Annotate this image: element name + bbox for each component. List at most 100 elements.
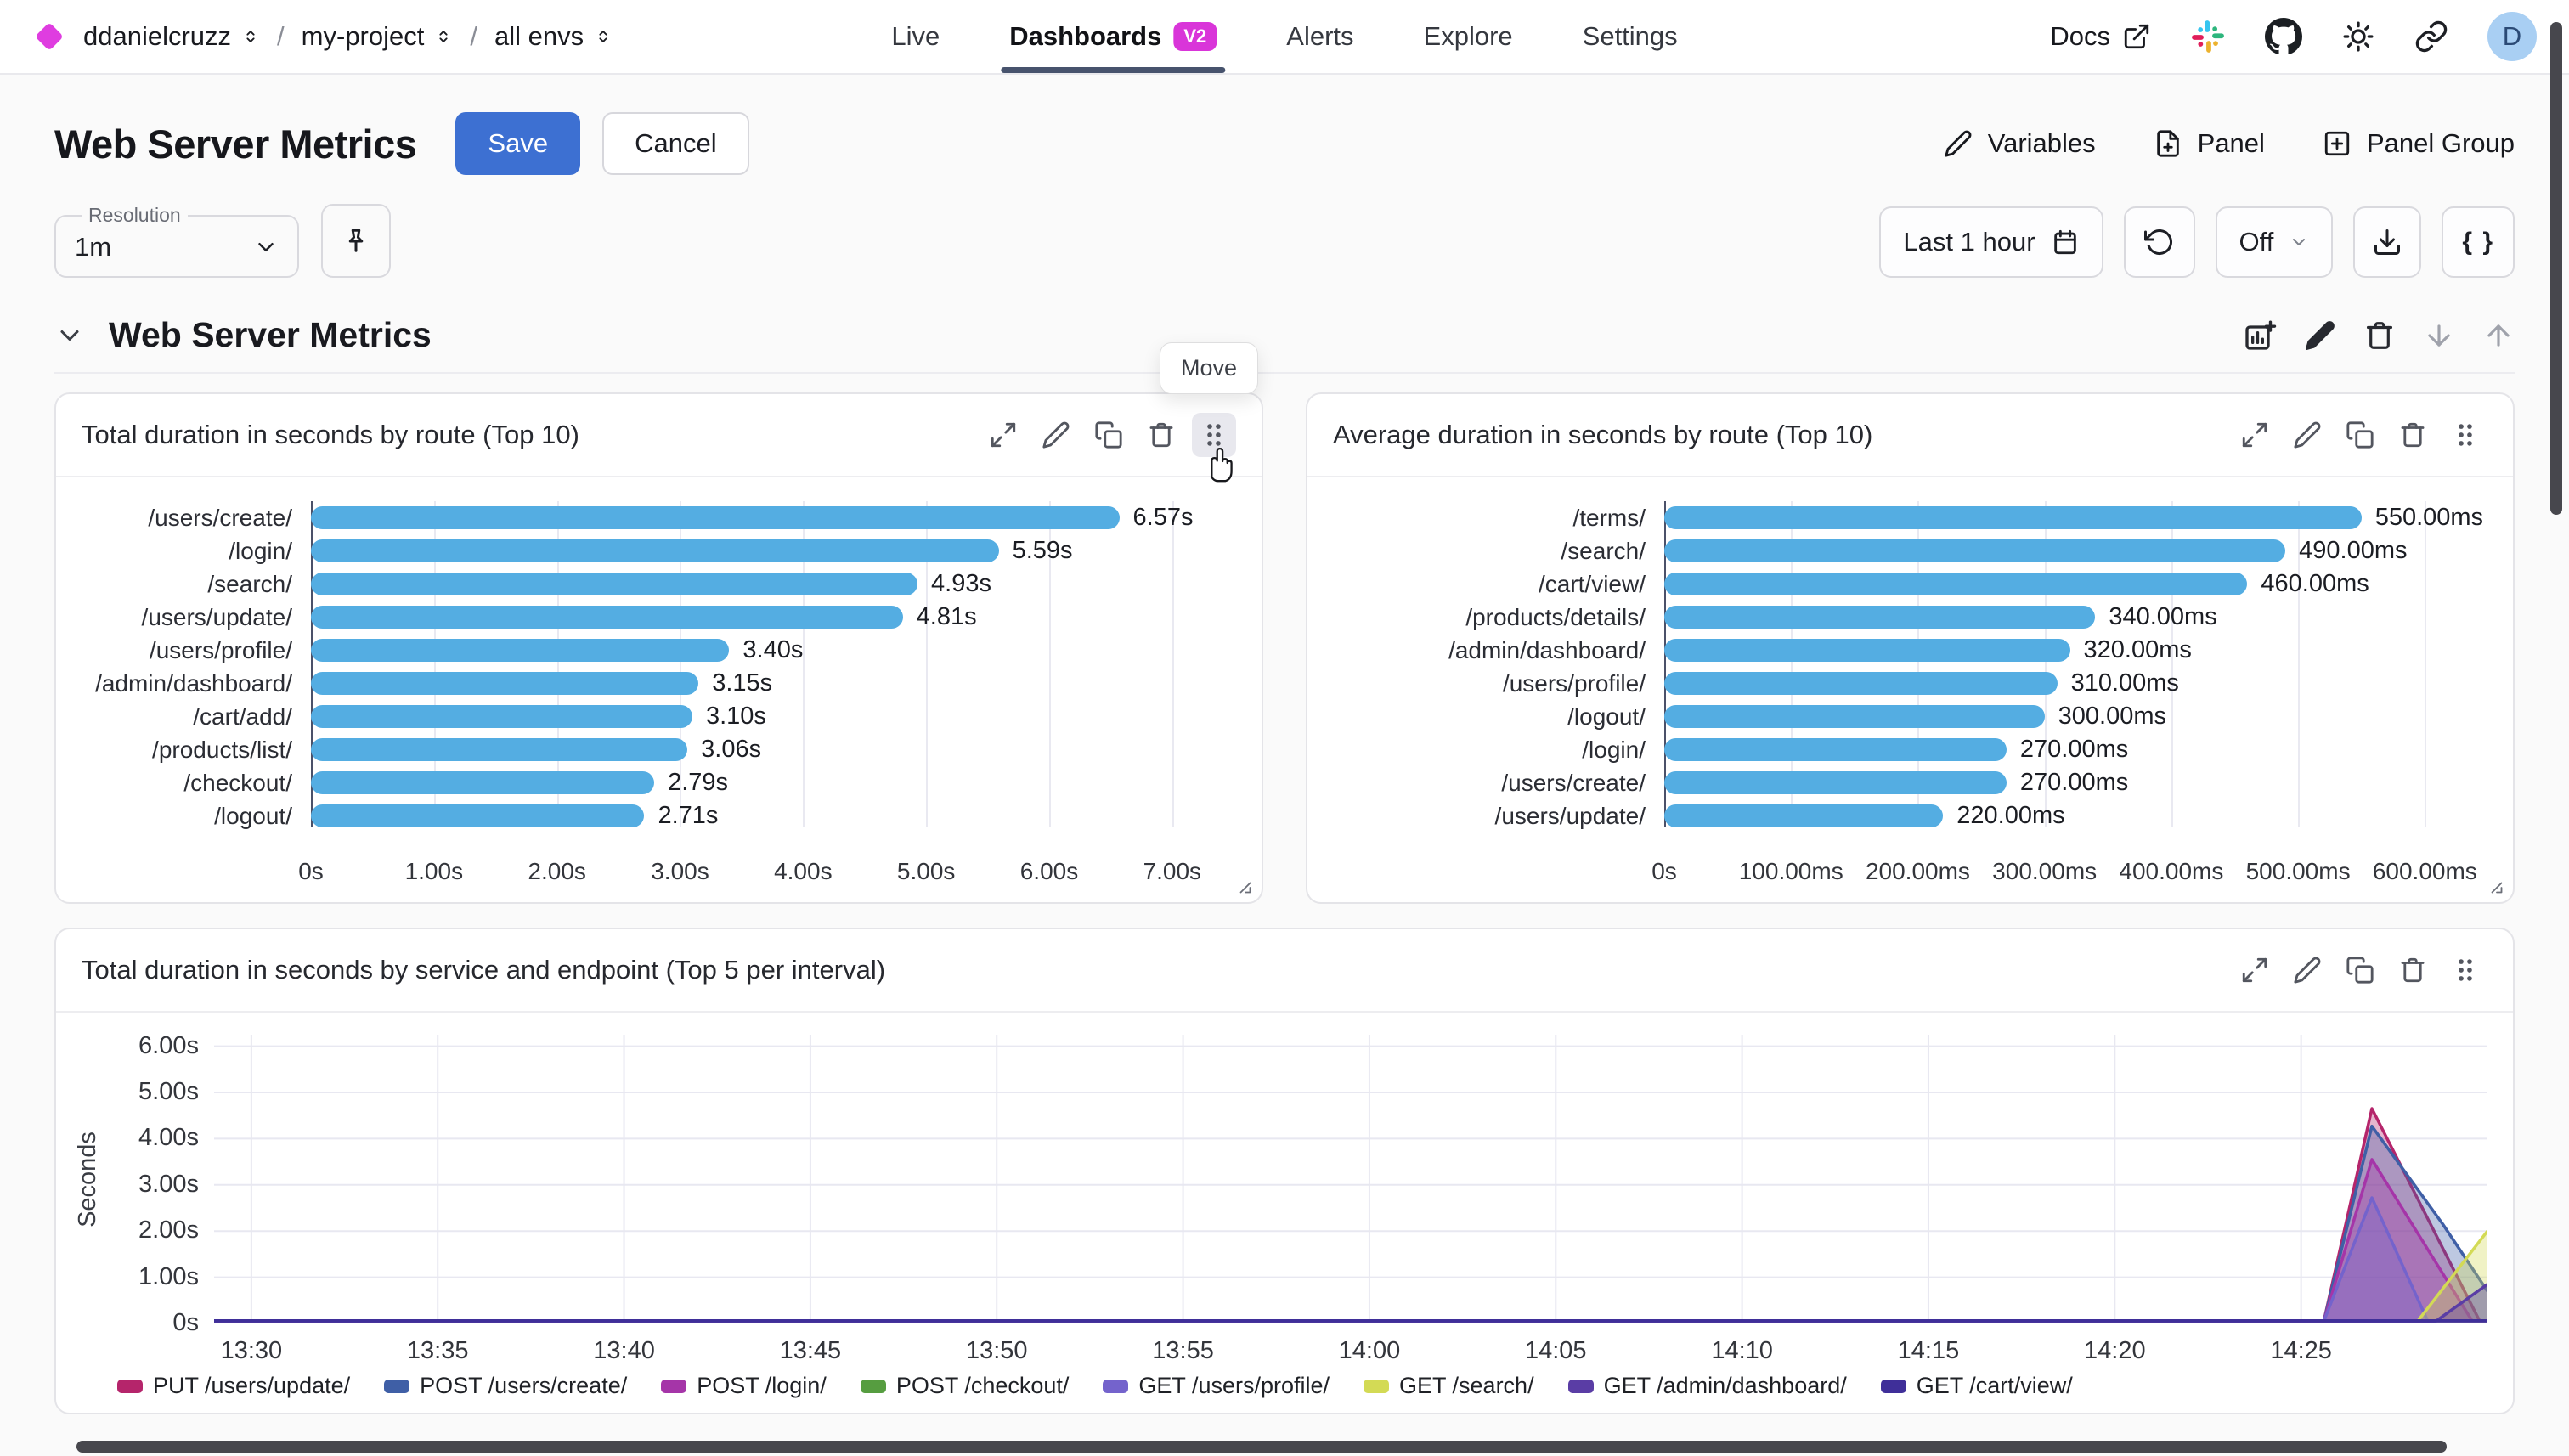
- time-range-button[interactable]: Last 1 hour: [1879, 206, 2103, 278]
- bar-row: /search/490.00ms: [1307, 534, 2513, 567]
- x-axis-tick: 14:05: [1524, 1337, 1587, 1364]
- docs-link[interactable]: Docs: [2050, 21, 2151, 52]
- brand-logo-icon[interactable]: [35, 22, 64, 51]
- bar-category-label: /terms/: [1572, 504, 1646, 531]
- add-panel-button[interactable]: Panel: [2154, 128, 2265, 159]
- drag-handle[interactable]: [2443, 948, 2487, 992]
- bar-chart-total-duration: /users/create/6.57s/login/5.59s/search/4…: [56, 477, 1262, 902]
- delete-group-icon[interactable]: [2363, 319, 2396, 352]
- legend-item[interactable]: POST /login/: [661, 1373, 827, 1399]
- save-button[interactable]: Save: [455, 112, 581, 175]
- expand-panel-icon[interactable]: [2233, 948, 2277, 992]
- top-nav: ddanielcruzz / my-project / all envs Liv…: [0, 0, 2569, 75]
- bar-row: /cart/add/3.10s: [56, 700, 1262, 733]
- legend-label: PUT /users/update/: [153, 1373, 351, 1398]
- bar-category-label: /login/: [1582, 736, 1646, 763]
- drag-handle[interactable]: Move: [1159, 342, 1258, 483]
- tab-explore[interactable]: Explore: [1420, 0, 1516, 73]
- duplicate-panel-icon[interactable]: [1087, 413, 1131, 457]
- legend-item[interactable]: GET /cart/view/: [1880, 1373, 2073, 1399]
- edit-panel-icon[interactable]: [2285, 948, 2329, 992]
- legend-item[interactable]: POST /users/create/: [384, 1373, 627, 1399]
- braces-label: { }: [2462, 228, 2494, 256]
- resize-handle-icon[interactable]: [2487, 878, 2506, 897]
- breadcrumb-project[interactable]: my-project: [302, 21, 454, 52]
- bar-category-label: /search/: [207, 570, 292, 597]
- add-chart-icon[interactable]: [2243, 319, 2277, 353]
- bar-row: /users/update/4.81s: [56, 601, 1262, 634]
- tab-live-label: Live: [891, 21, 940, 51]
- download-icon: [2374, 229, 2401, 255]
- breadcrumb-separator: /: [277, 21, 285, 51]
- github-icon[interactable]: [2265, 18, 2302, 55]
- x-axis-ticks: 13:30 13:35 13:40 13:45 13:50 13:55 14:00 14:05…: [214, 1323, 2487, 1368]
- breadcrumb: ddanielcruzz / my-project / all envs: [83, 21, 613, 52]
- edit-panel-icon[interactable]: [1034, 413, 1078, 457]
- slack-icon[interactable]: [2190, 19, 2226, 54]
- refresh-button[interactable]: [2123, 206, 2195, 278]
- tab-dashboards[interactable]: Dashboards V2: [1001, 0, 1226, 73]
- x-axis-tick: 14:20: [2084, 1337, 2146, 1364]
- x-axis-tick: 5.00s: [896, 858, 956, 884]
- x-axis-tick: 13:35: [406, 1337, 469, 1364]
- add-panel-group-button[interactable]: Panel Group: [2323, 128, 2515, 159]
- legend-item[interactable]: GET /search/: [1364, 1373, 1534, 1399]
- user-avatar[interactable]: D: [2487, 12, 2537, 61]
- vertical-scrollbar[interactable]: [2550, 22, 2562, 515]
- duplicate-panel-icon[interactable]: [2338, 948, 2382, 992]
- hand-cursor: [1211, 447, 1233, 483]
- duplicate-panel-icon[interactable]: [2338, 413, 2382, 457]
- breadcrumb-env[interactable]: all envs: [494, 21, 613, 52]
- json-braces-button[interactable]: { }: [2442, 206, 2515, 278]
- resize-handle-icon[interactable]: [1236, 878, 1255, 897]
- resolution-select[interactable]: Resolution 1m: [54, 204, 299, 278]
- move-group-down-icon[interactable]: [2423, 319, 2455, 352]
- bar: [311, 771, 655, 794]
- bar-row: /checkout/2.79s: [56, 766, 1262, 799]
- pencil-icon: [1945, 130, 1972, 157]
- v2-badge: V2: [1173, 22, 1217, 51]
- tab-alerts[interactable]: Alerts: [1283, 0, 1357, 73]
- bar-value-label: 4.93s: [931, 570, 991, 597]
- breadcrumb-org[interactable]: ddanielcruzz: [83, 21, 260, 52]
- expand-panel-icon[interactable]: [2233, 413, 2277, 457]
- tab-live[interactable]: Live: [888, 0, 943, 73]
- file-plus-icon: [2156, 130, 2179, 157]
- legend-item[interactable]: PUT /users/update/: [117, 1373, 350, 1399]
- pin-button[interactable]: [321, 204, 391, 278]
- bar: [1664, 539, 2286, 562]
- x-axis-tick: 1.00s: [404, 858, 464, 884]
- drag-handle[interactable]: [2443, 413, 2487, 457]
- delete-panel-icon[interactable]: [2391, 948, 2435, 992]
- bar-value-label: 4.81s: [916, 603, 977, 630]
- legend-item[interactable]: GET /admin/dashboard/: [1567, 1373, 1847, 1399]
- bar-category-label: /admin/dashboard/: [95, 669, 292, 697]
- collapse-chevron-icon[interactable]: [54, 320, 85, 351]
- x-axis-tick: 14:00: [1338, 1337, 1401, 1364]
- cancel-button[interactable]: Cancel: [602, 112, 749, 175]
- resolution-label: Resolution: [88, 204, 181, 226]
- bar-value-label: 270.00ms: [2019, 736, 2129, 763]
- delete-panel-icon[interactable]: [1139, 413, 1183, 457]
- tab-alerts-label: Alerts: [1286, 21, 1354, 51]
- bar-category-label: /products/details/: [1465, 603, 1646, 630]
- legend-item[interactable]: GET /users/profile/: [1103, 1373, 1330, 1399]
- edit-panel-icon[interactable]: [2285, 413, 2329, 457]
- horizontal-scrollbar[interactable]: [76, 1441, 2447, 1453]
- bar-category-label: /cart/view/: [1538, 570, 1646, 597]
- legend-swatch: [1880, 1379, 1906, 1393]
- delete-panel-icon[interactable]: [2391, 413, 2435, 457]
- legend-item[interactable]: POST /checkout/: [860, 1373, 1069, 1399]
- tab-settings[interactable]: Settings: [1579, 0, 1681, 73]
- variables-button[interactable]: Variables: [1944, 128, 2096, 159]
- edit-group-icon[interactable]: [2304, 319, 2336, 352]
- expand-panel-icon[interactable]: [981, 413, 1025, 457]
- bar-value-label: 550.00ms: [2374, 504, 2484, 531]
- move-group-up-icon[interactable]: [2482, 319, 2515, 352]
- theme-toggle-sun-icon[interactable]: [2341, 20, 2375, 54]
- panel-actions: Move: [981, 342, 1258, 483]
- auto-refresh-select[interactable]: Off: [2215, 206, 2334, 278]
- download-button[interactable]: [2353, 206, 2422, 278]
- share-link-icon[interactable]: [2414, 20, 2448, 54]
